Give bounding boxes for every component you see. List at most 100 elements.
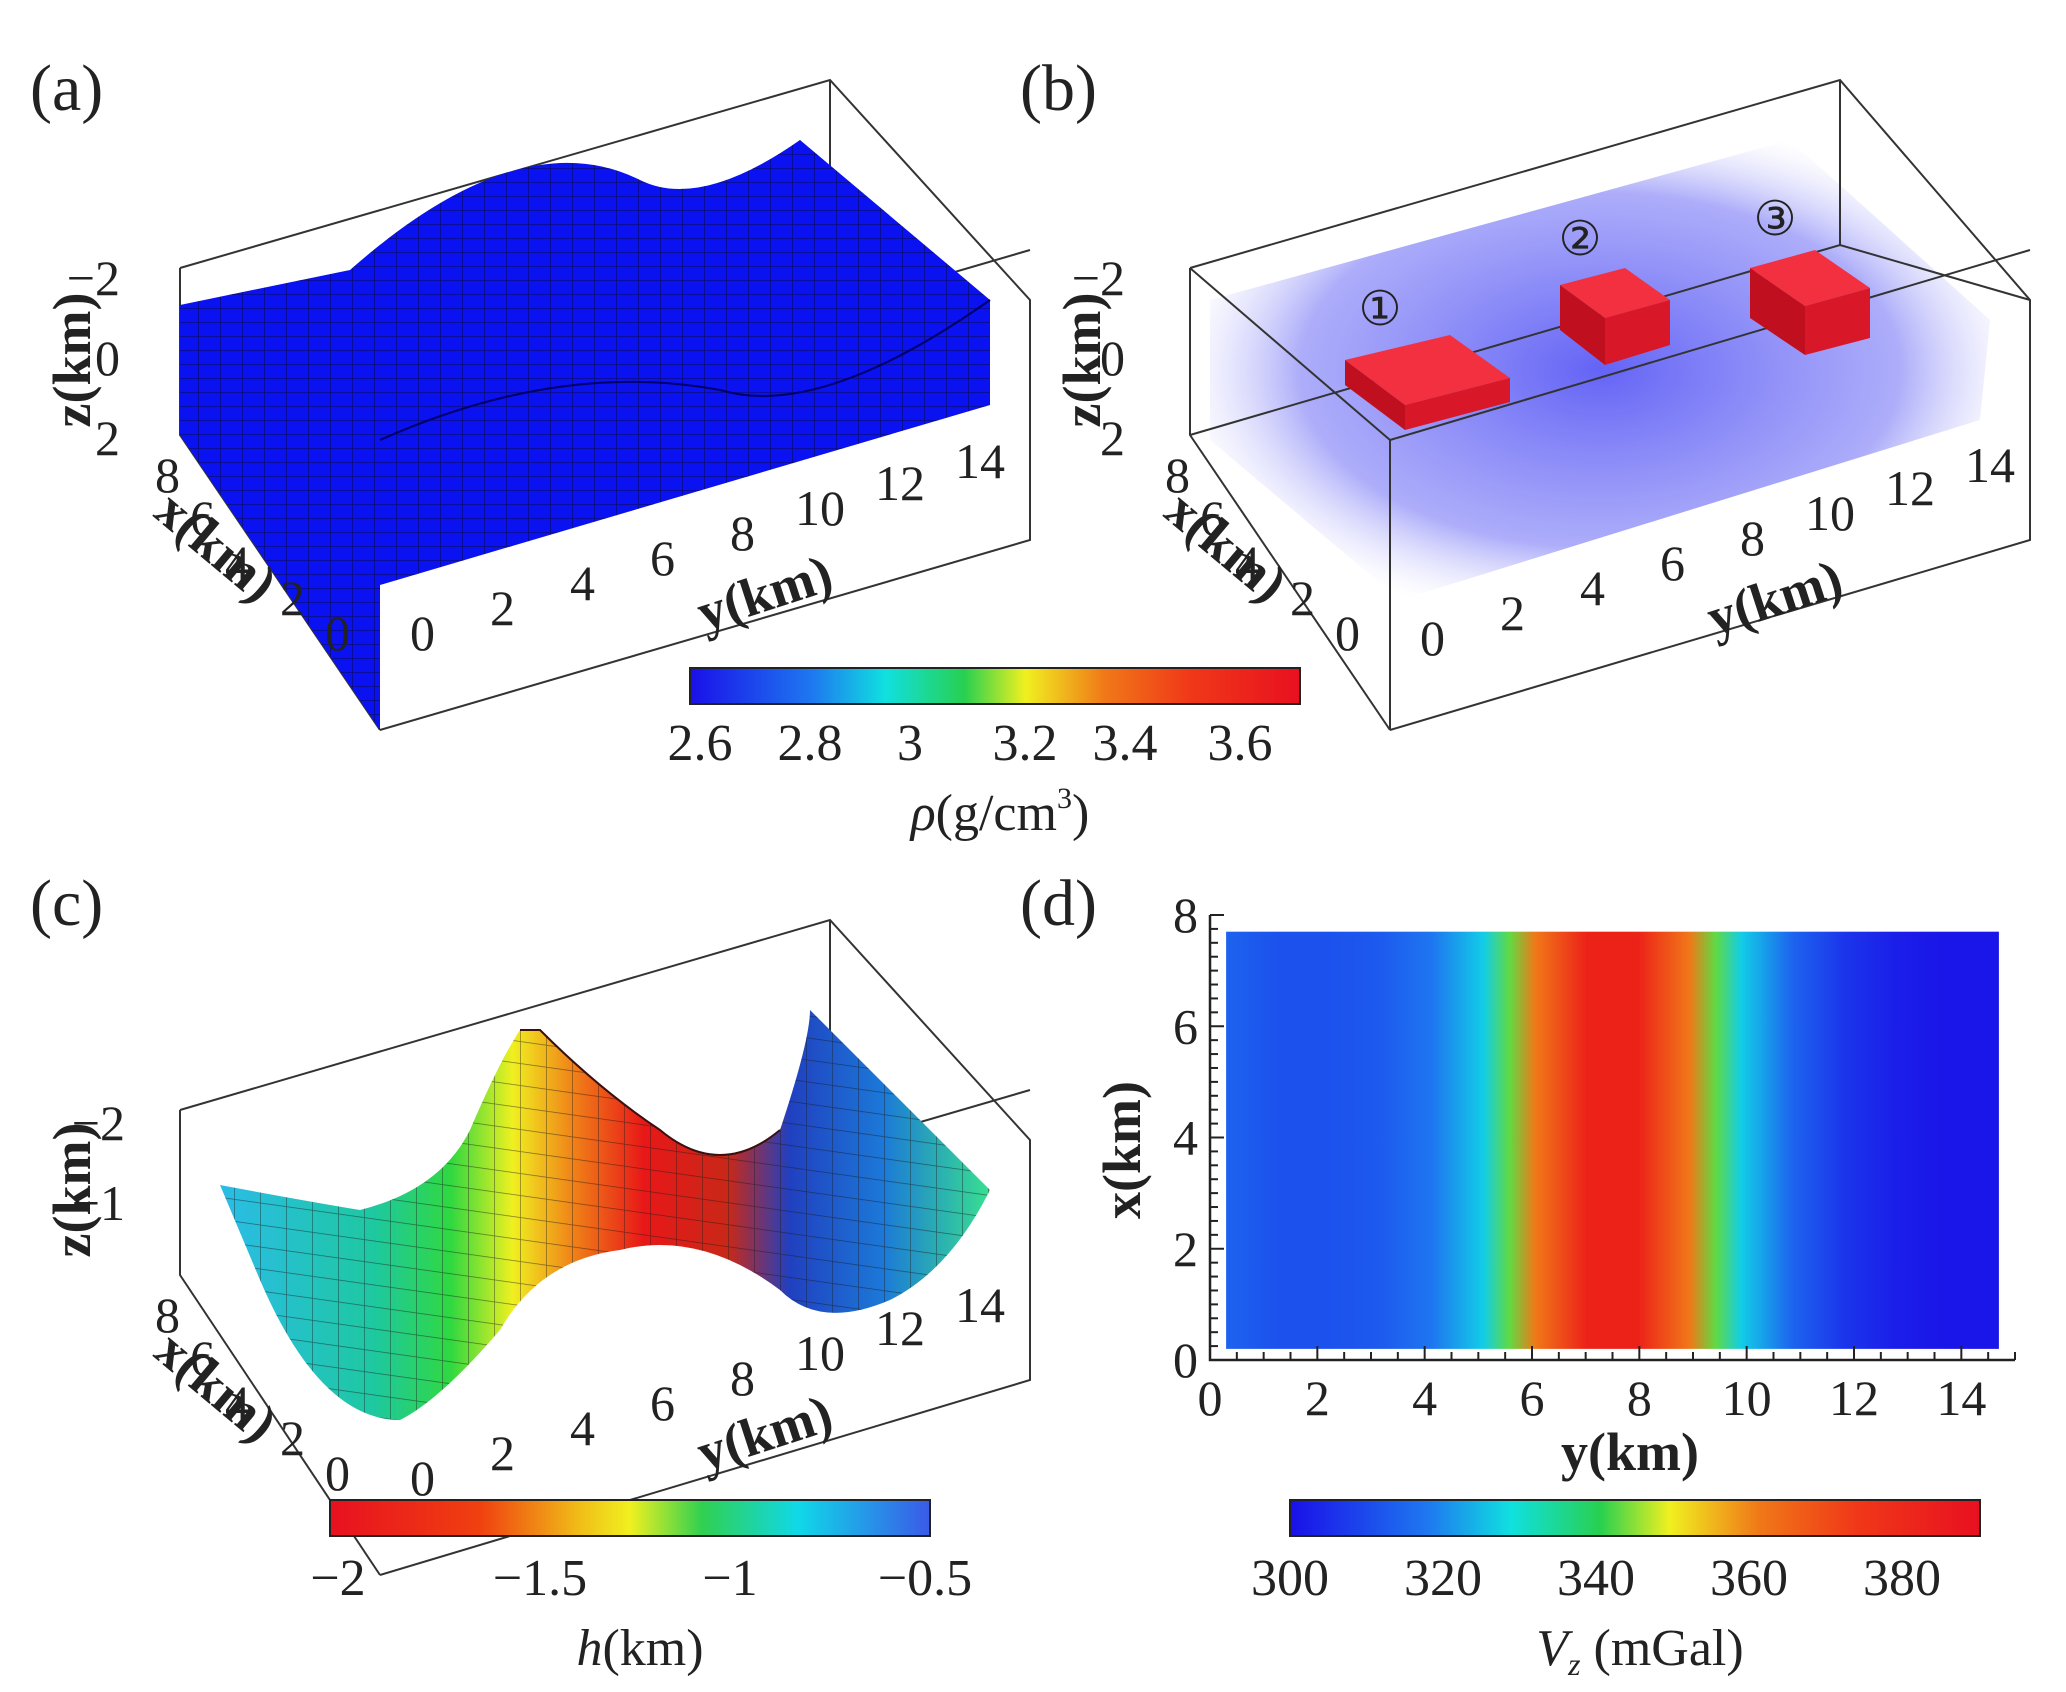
svg-text:−1: −1	[72, 1175, 125, 1231]
svg-text:0: 0	[410, 605, 435, 661]
panel-d-xtick: 6	[1520, 1370, 1545, 1426]
svg-text:12: 12	[875, 1300, 925, 1356]
density-tick-6: 3.6	[1208, 715, 1273, 772]
svg-text:10: 10	[1805, 485, 1855, 541]
svg-text:8: 8	[730, 505, 755, 561]
svg-text:−2: −2	[67, 250, 120, 306]
panel-a-ylabel: y(km)	[690, 543, 840, 643]
svg-text:4: 4	[570, 1400, 595, 1456]
svg-text:8: 8	[730, 1350, 755, 1406]
svg-text:4: 4	[1580, 560, 1605, 616]
svg-text:−2: −2	[1072, 250, 1125, 306]
svg-text:0: 0	[325, 1445, 350, 1501]
depth-tick-1: −2	[310, 1550, 365, 1607]
panel-b-anomaly-3	[1750, 250, 1870, 355]
svg-text:4: 4	[570, 555, 595, 611]
panel-d-xtick: 4	[1412, 1370, 1437, 1426]
panel-d-ytick: 8	[1173, 887, 1198, 943]
panel-d-xlabel: y(km)	[1561, 1422, 1699, 1482]
svg-text:0: 0	[410, 1450, 435, 1506]
svg-text:−2: −2	[72, 1095, 125, 1151]
heatmap-field	[1226, 931, 1999, 1349]
gravity-colorbar: 300 320 340 360 380 Vz (mGal)	[1251, 1499, 1981, 1682]
svg-text:0: 0	[1335, 605, 1360, 661]
panel-c-ylabel: y(km)	[690, 1383, 840, 1483]
panel-a: (a) −2 0 2 z(km) 8 6 4 2 0 x(km)	[30, 52, 1031, 731]
svg-text:4: 4	[225, 535, 250, 591]
panel-d-xtick: 2	[1305, 1370, 1330, 1426]
density-tick-2: 2.8	[778, 715, 843, 772]
svg-text:2: 2	[1500, 585, 1525, 641]
panel-d-xtick: 14	[1936, 1370, 1986, 1426]
gravity-tick-2: 320	[1404, 1550, 1482, 1607]
svg-text:6: 6	[650, 530, 675, 586]
svg-text:2: 2	[490, 1425, 515, 1481]
panel-d-ytick: 2	[1173, 1221, 1198, 1277]
anomaly-marker-2: ②	[1558, 213, 1601, 266]
panel-c-label: (c)	[30, 867, 103, 940]
panel-b-volume	[1210, 140, 1990, 600]
svg-text:10: 10	[795, 480, 845, 536]
panel-a-surface	[180, 140, 991, 730]
svg-text:14: 14	[955, 433, 1005, 489]
panel-d-axes: 0 2 4 6 8 10 12 14 0 2 4 6 8	[1173, 887, 2016, 1426]
svg-text:8: 8	[155, 1287, 180, 1343]
panel-b-yticks: 0 2 4 6 8 10 12 14	[1420, 437, 2015, 666]
panel-d-xtick: 12	[1829, 1370, 1879, 1426]
svg-text:14: 14	[955, 1277, 1005, 1333]
svg-text:6: 6	[1200, 490, 1225, 546]
panel-b: (b) ① ② ③	[1020, 52, 2031, 731]
svg-text:8: 8	[1165, 447, 1190, 503]
svg-text:8: 8	[155, 447, 180, 503]
panel-c-xlabel: x(km)	[144, 1319, 288, 1454]
panel-b-xticks: 8 6 4 2 0	[1165, 447, 1360, 661]
svg-text:6: 6	[650, 1375, 675, 1431]
panel-b-anomaly-1	[1345, 335, 1510, 430]
density-tick-5: 3.4	[1093, 715, 1158, 772]
panel-b-label: (b)	[1020, 52, 1097, 125]
svg-text:0: 0	[95, 330, 120, 386]
gravity-tick-3: 340	[1557, 1550, 1635, 1607]
panel-a-label: (a)	[30, 52, 103, 125]
panel-b-xlabel: x(km)	[1154, 479, 1298, 614]
depth-tick-4: −0.5	[878, 1550, 972, 1607]
panel-d-ytick: 6	[1173, 998, 1198, 1054]
panel-a-yticks: 0 2 4 6 8 10 12 14	[410, 433, 1005, 661]
panel-b-zlabel: z(km)	[1052, 293, 1112, 428]
svg-text:2: 2	[280, 1410, 305, 1466]
panel-c: (c) −2 −1 z(km) 8 6 4 2 0 x(km) 0 2	[30, 867, 1031, 1576]
svg-text:8: 8	[1740, 510, 1765, 566]
depth-tick-2: −1.5	[493, 1550, 587, 1607]
svg-text:14: 14	[1965, 437, 2015, 493]
depth-tick-3: −1	[702, 1550, 757, 1607]
panel-d: (d) 0 2 4 6 8 10 12 14 0 2 4 6 8 x(km) y(km)	[1020, 867, 2016, 1482]
panel-b-anomaly-2	[1560, 268, 1670, 365]
depth-colorbar: −2 −1.5 −1 −0.5 h(km)	[310, 1499, 972, 1677]
panel-d-xtick: 0	[1198, 1370, 1223, 1426]
density-tick-4: 3.2	[993, 715, 1058, 772]
svg-text:0: 0	[1100, 330, 1125, 386]
svg-text:2: 2	[1290, 570, 1315, 626]
svg-text:12: 12	[1885, 460, 1935, 516]
svg-text:10: 10	[795, 1325, 845, 1381]
panel-d-ytick: 4	[1173, 1110, 1198, 1166]
svg-text:6: 6	[1660, 535, 1685, 591]
svg-text:0: 0	[1420, 610, 1445, 666]
svg-text:2: 2	[1100, 410, 1125, 466]
panel-d-ytick: 0	[1173, 1332, 1198, 1388]
svg-text:2: 2	[95, 410, 120, 466]
svg-text:2: 2	[490, 580, 515, 636]
panel-d-xtick: 8	[1627, 1370, 1652, 1426]
panel-d-xtick: 10	[1722, 1370, 1772, 1426]
gravity-tick-4: 360	[1710, 1550, 1788, 1607]
density-tick-3: 3	[897, 715, 923, 772]
density-tick-1: 2.6	[668, 715, 733, 772]
panel-c-yticks: 0 2 4 6 8 10 12 14	[410, 1277, 1005, 1506]
svg-text:6: 6	[190, 1330, 215, 1386]
gravity-tick-5: 380	[1863, 1550, 1941, 1607]
density-colorbar: 2.6 2.8 3 3.2 3.4 3.6 ρ(g/cm3)	[668, 667, 1301, 842]
panel-b-markers: ① ② ③	[1358, 193, 1796, 336]
panel-c-xticks: 8 6 4 2 0	[155, 1287, 350, 1501]
anomaly-marker-1: ①	[1358, 283, 1401, 336]
